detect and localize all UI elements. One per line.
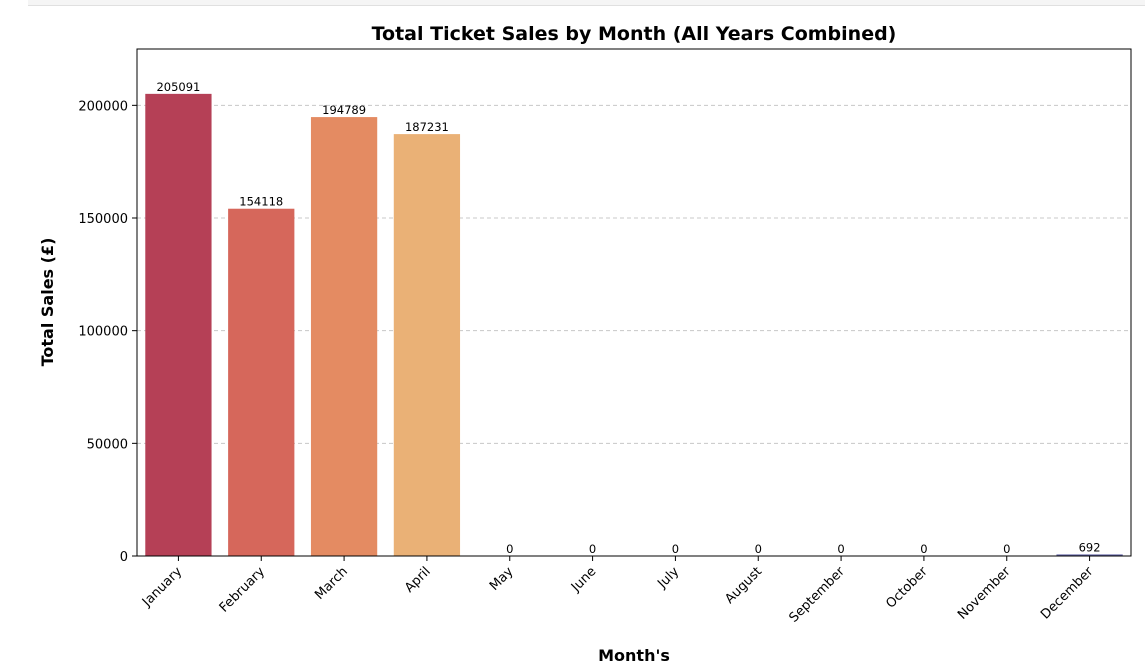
bar-value-label: 0: [506, 542, 513, 556]
bar-value-label: 205091: [156, 80, 200, 94]
x-tick-label: January: [139, 564, 185, 610]
bar-value-labels: 205091 154118 194789 187231 0 0 0 0 0 0 0 692: [156, 80, 1100, 556]
x-tick-label: August: [722, 564, 765, 607]
x-tick-label: December: [1038, 564, 1097, 623]
bar-value-label: 0: [589, 542, 596, 556]
y-tick-label: 150000: [78, 212, 128, 227]
y-tick-label: 100000: [78, 325, 128, 340]
bar-january: [145, 93, 212, 557]
bar-value-label: 0: [837, 542, 844, 556]
x-tick-label: October: [883, 564, 931, 612]
bar-value-label: 0: [755, 542, 762, 556]
x-axis-title: Month's: [598, 646, 670, 665]
notebook-cell-edge: [28, 0, 1145, 6]
bar-february: [228, 208, 295, 557]
chart-title: Total Ticket Sales by Month (All Years C…: [372, 23, 897, 45]
bar-value-label: 0: [920, 542, 927, 556]
x-tick-label: March: [312, 564, 351, 603]
bar-value-label: 0: [1003, 542, 1010, 556]
x-tick-label: June: [568, 564, 599, 595]
y-axis-title: Total Sales (£): [38, 238, 57, 367]
bar-march: [310, 117, 378, 557]
bar-value-label: 154118: [239, 195, 283, 209]
bars: [145, 93, 1123, 557]
x-tick-label: July: [654, 564, 682, 592]
bar-value-label: 187231: [405, 120, 449, 134]
x-tick-label: February: [217, 564, 269, 616]
bar-value-label: 0: [672, 542, 679, 556]
x-tick-label: November: [955, 564, 1014, 623]
bar-april: [393, 134, 461, 556]
bar-december: [1056, 554, 1123, 556]
y-tick-label: 0: [120, 550, 128, 565]
plot-frame: [136, 48, 1132, 557]
y-tick-label: 50000: [87, 437, 128, 452]
x-tick-label: May: [487, 564, 517, 594]
bar-value-label: 692: [1079, 540, 1101, 554]
y-tick-label: 200000: [78, 99, 128, 114]
x-tick-label: April: [402, 564, 434, 596]
bar-value-label: 194789: [322, 103, 366, 117]
x-axis-ticks: January February March April May June July Augu…: [139, 556, 1097, 626]
y-axis-ticks: 0 50000 100000 150000 200000: [78, 99, 137, 565]
x-tick-label: September: [786, 564, 848, 626]
